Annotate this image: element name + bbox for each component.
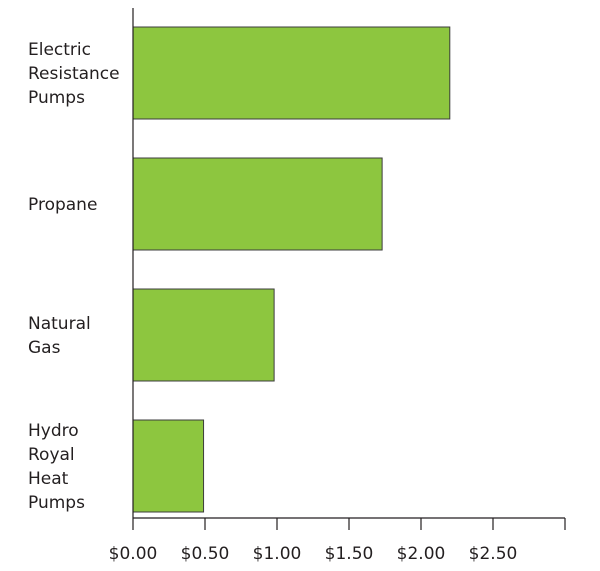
category-label-3: Hydro Royal Heat Pumps (28, 421, 85, 513)
x-tick-label-4: $2.00 (397, 544, 446, 564)
category-label-line: Royal (28, 445, 75, 465)
bar-1 (132, 157, 383, 251)
category-label-line: Resistance (28, 64, 120, 84)
x-tick-label-1: $0.50 (181, 544, 230, 564)
category-label-line: Pumps (28, 493, 85, 513)
labels-layer: $0.00 $0.50 $1.00 $1.50 $2.00 $2.50 Electric Re… (28, 40, 517, 564)
category-label-line: Hydro (28, 421, 79, 441)
category-label-line: Propane (28, 195, 97, 215)
category-label-line: Gas (28, 338, 61, 358)
category-label-line: Pumps (28, 88, 85, 108)
category-label-2: Natural Gas (28, 314, 91, 358)
category-label-0: Electric Resistance Pumps (28, 40, 120, 108)
bar-3 (132, 419, 205, 513)
x-tick-label-2: $1.00 (253, 544, 302, 564)
bar-2 (132, 288, 275, 382)
category-label-1: Propane (28, 195, 97, 215)
x-tick-label-3: $1.50 (325, 544, 374, 564)
bar-0 (132, 26, 451, 120)
x-tick-label-5: $2.50 (469, 544, 518, 564)
axis-layer (132, 8, 566, 530)
x-tick-label-0: $0.00 (109, 544, 158, 564)
bars-layer (132, 26, 451, 513)
category-label-line: Electric (28, 40, 91, 60)
category-label-line: Heat (28, 469, 69, 489)
category-label-line: Natural (28, 314, 91, 334)
